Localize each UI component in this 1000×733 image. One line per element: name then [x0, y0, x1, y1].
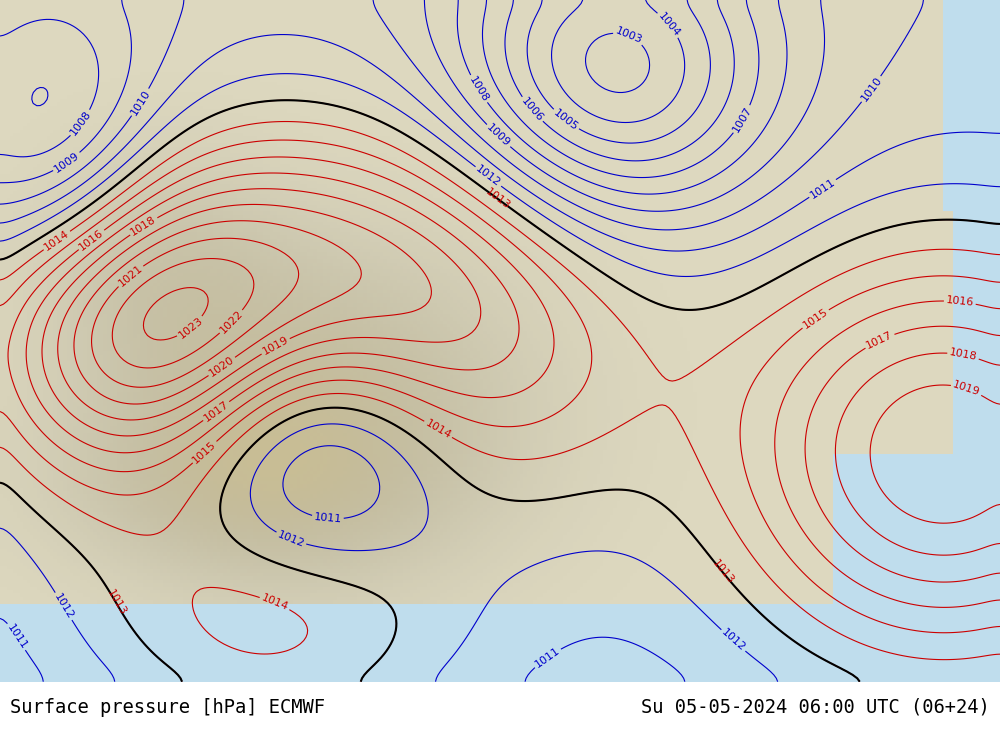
Text: 1008: 1008: [69, 109, 94, 138]
Text: 1022: 1022: [218, 309, 245, 336]
Text: 1011: 1011: [808, 177, 837, 200]
Text: 1009: 1009: [52, 150, 81, 174]
Text: 1009: 1009: [485, 122, 512, 150]
Text: 1016: 1016: [77, 227, 106, 252]
Text: 1006: 1006: [519, 96, 545, 124]
Text: 1010: 1010: [859, 75, 884, 103]
Text: Surface pressure [hPa] ECMWF: Surface pressure [hPa] ECMWF: [10, 698, 325, 717]
Text: 1019: 1019: [261, 335, 290, 357]
Text: 1013: 1013: [105, 589, 128, 617]
Text: 1023: 1023: [177, 314, 205, 340]
Text: 1007: 1007: [731, 105, 754, 134]
Text: 1016: 1016: [945, 295, 974, 309]
Text: 1018: 1018: [129, 214, 158, 237]
Text: 1013: 1013: [710, 558, 735, 586]
Text: 1012: 1012: [474, 164, 503, 189]
Text: 1010: 1010: [129, 88, 152, 117]
Text: 1015: 1015: [191, 439, 218, 465]
Text: 1005: 1005: [552, 107, 580, 133]
Text: 1003: 1003: [614, 26, 644, 46]
Text: 1011: 1011: [313, 512, 342, 525]
Text: 1011: 1011: [533, 646, 562, 670]
Text: 1014: 1014: [260, 593, 290, 613]
Text: 1014: 1014: [42, 228, 71, 253]
Text: 1017: 1017: [865, 330, 894, 351]
Text: 1011: 1011: [5, 622, 29, 651]
Text: 1014: 1014: [423, 418, 453, 441]
Text: 1013: 1013: [483, 186, 512, 211]
Text: 1012: 1012: [719, 627, 747, 654]
Text: 1004: 1004: [656, 10, 682, 39]
Text: 1012: 1012: [52, 592, 75, 621]
Text: 1019: 1019: [952, 380, 981, 398]
Text: 1020: 1020: [207, 355, 236, 379]
Text: 1015: 1015: [801, 306, 830, 331]
Text: 1012: 1012: [276, 529, 306, 549]
Text: Su 05-05-2024 06:00 UTC (06+24): Su 05-05-2024 06:00 UTC (06+24): [641, 698, 990, 717]
Text: 1021: 1021: [116, 263, 144, 289]
Text: 1008: 1008: [467, 75, 490, 103]
Text: 1017: 1017: [202, 399, 231, 424]
Text: 1018: 1018: [948, 347, 978, 363]
